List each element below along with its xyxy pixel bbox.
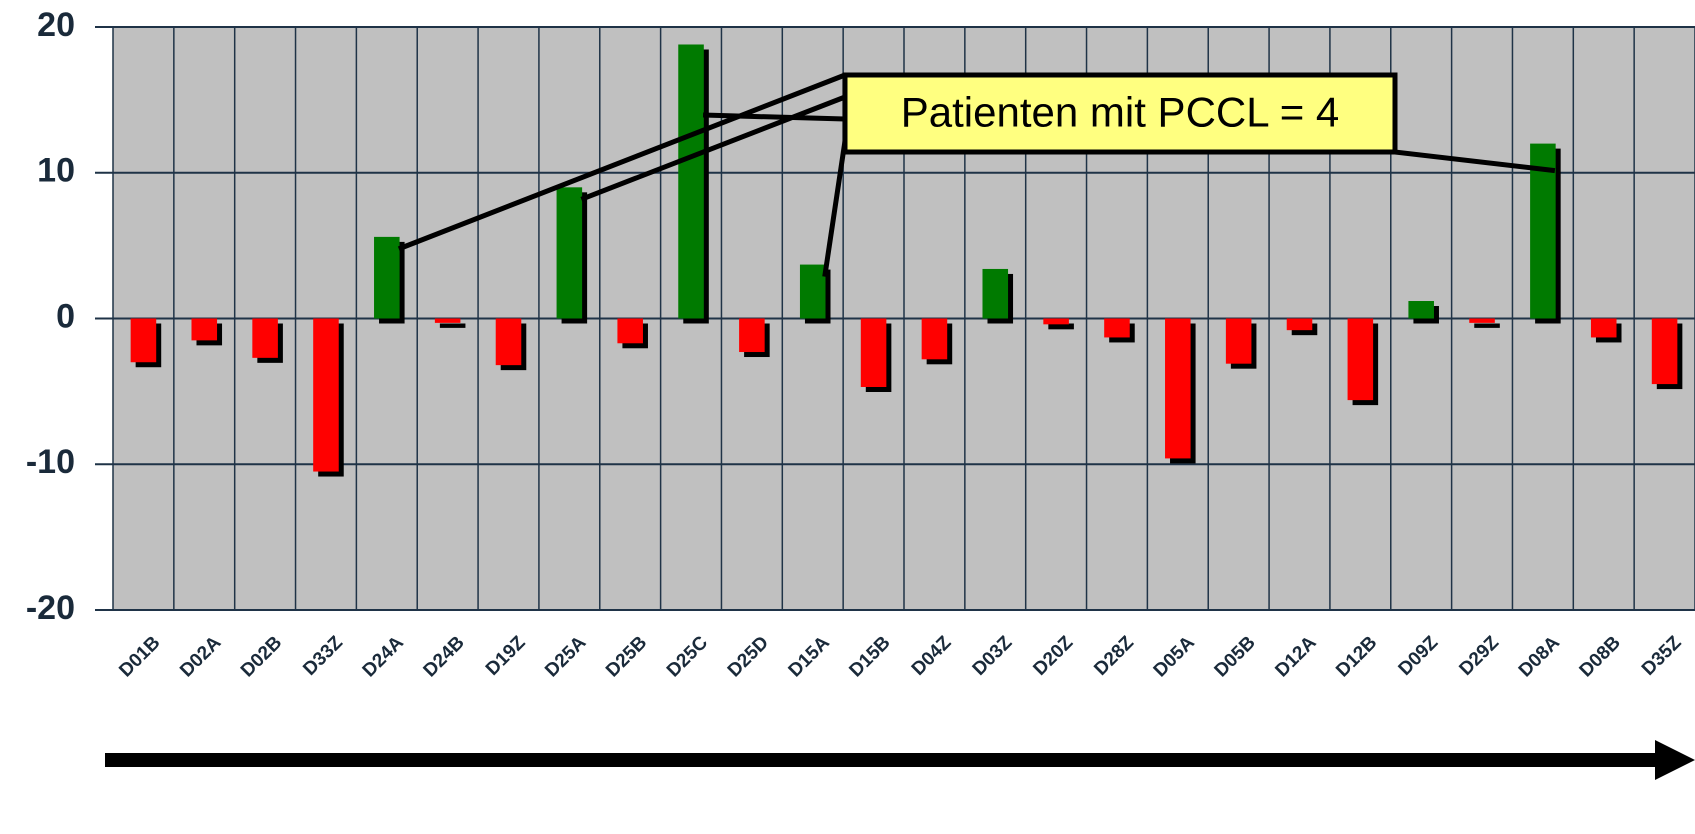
bar: [252, 318, 278, 358]
bar: [1165, 318, 1191, 459]
bar: [1104, 318, 1130, 338]
bar-shadow: [1048, 323, 1074, 330]
bar: [495, 318, 522, 366]
bar: [617, 318, 643, 344]
x-tick-label: D15A: [785, 632, 834, 681]
x-tick-label: D25D: [724, 632, 773, 681]
bar: [1225, 318, 1252, 364]
annotation-leader: [702, 112, 846, 122]
x-tick-label: D35Z: [1638, 632, 1686, 680]
x-tick-label: D12A: [1271, 632, 1320, 681]
x-tick-label: D01B: [115, 632, 164, 681]
x-tick-label: D15B: [845, 632, 894, 681]
y-tick-label: 0: [56, 297, 75, 335]
x-tick-label: D24B: [420, 632, 469, 681]
bar: [191, 318, 218, 341]
annotation-leader: [397, 72, 846, 252]
x-tick-label: D05A: [1150, 632, 1199, 681]
bar: [313, 318, 339, 472]
bar: [1469, 318, 1495, 323]
x-tick-label: D08B: [1576, 632, 1625, 681]
bar: [739, 318, 765, 353]
bar: [860, 318, 887, 388]
x-tick-label: D19Z: [482, 632, 530, 680]
y-tick-label: 10: [37, 152, 75, 190]
x-tick-label: D25B: [602, 632, 651, 681]
x-tick-label: D28Z: [1090, 632, 1138, 680]
x-tick-label: D04Z: [908, 632, 956, 680]
bar: [678, 44, 704, 319]
x-tick-label: D29Z: [1455, 632, 1503, 680]
x-tick-label: D12B: [1332, 632, 1381, 681]
bar: [434, 318, 461, 323]
x-tick-label: D33Z: [299, 632, 347, 680]
annotation-leader: [1394, 149, 1556, 174]
x-tick-label: D25C: [663, 632, 712, 681]
bar: [1651, 318, 1678, 385]
x-tick-label: D09Z: [1395, 632, 1443, 680]
bar: [374, 236, 400, 319]
x-tick-label: D03Z: [969, 632, 1017, 680]
bar-shadow: [1474, 323, 1500, 328]
y-tick-label: 20: [37, 6, 75, 44]
bar: [1043, 318, 1069, 325]
y-tick-label: -10: [26, 443, 75, 481]
bar-shadow: [439, 323, 466, 328]
bar: [982, 268, 1009, 319]
annotation-leader: [580, 94, 846, 202]
annotation-leader: [822, 140, 848, 277]
bar: [1408, 301, 1434, 319]
x-tick-label: D02A: [176, 632, 225, 681]
y-tick-label: -20: [26, 589, 75, 627]
x-tick-label: D02B: [237, 632, 286, 681]
x-tick-label: D25A: [541, 632, 590, 681]
annotation-text: Patienten mit PCCL = 4: [901, 89, 1340, 136]
annotation-box: [842, 72, 1398, 155]
x-tick-label: D24A: [359, 632, 408, 681]
x-tick-label: D05B: [1211, 632, 1260, 681]
bar: [921, 318, 948, 360]
bar: [1590, 318, 1617, 338]
x-tick-label: D08A: [1515, 632, 1564, 681]
bar: [1347, 318, 1374, 401]
bar: [799, 264, 826, 319]
bar: [1286, 318, 1313, 331]
x-tick-label: D20Z: [1029, 632, 1077, 680]
bar: [556, 187, 583, 319]
bar: [1530, 143, 1556, 319]
bar: [130, 318, 157, 363]
axis-arrowhead: [1655, 740, 1695, 780]
